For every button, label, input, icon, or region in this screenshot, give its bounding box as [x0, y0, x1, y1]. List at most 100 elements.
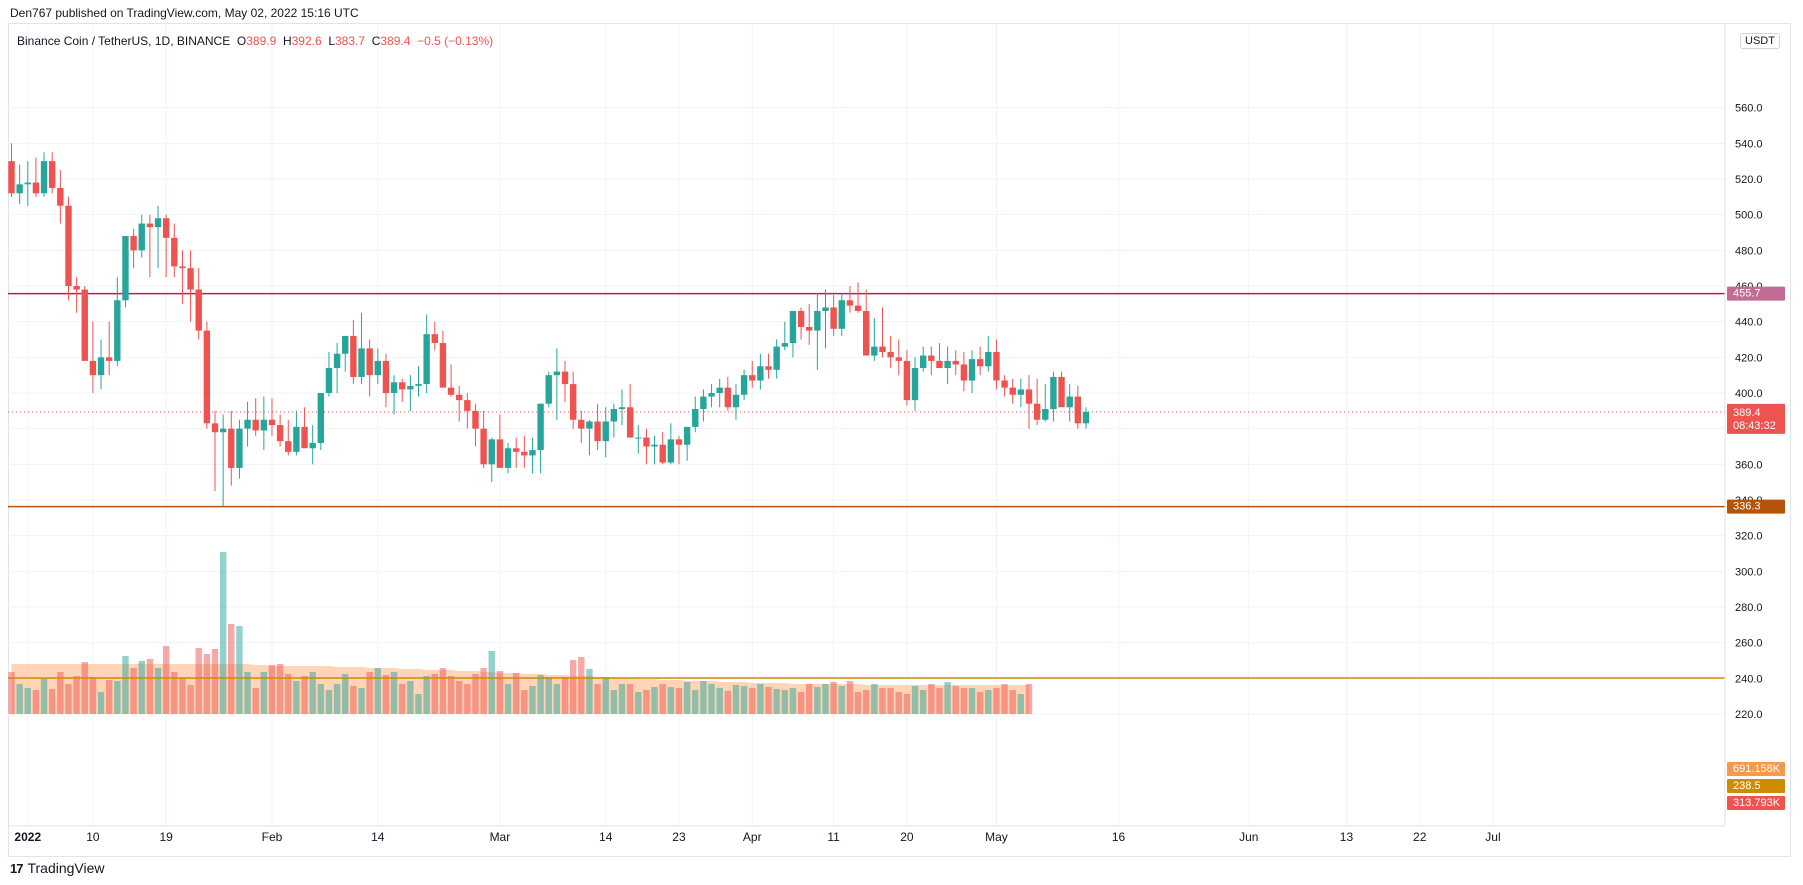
- volume-bar: [81, 662, 88, 714]
- tradingview-logo-text: TradingView: [27, 860, 105, 876]
- candle-body: [252, 419, 259, 431]
- candle-body: [317, 393, 325, 443]
- candle-body: [382, 360, 390, 393]
- candle-body: [350, 335, 357, 377]
- candle-body: [228, 428, 235, 468]
- currency-button[interactable]: USDT: [1740, 33, 1780, 49]
- y-tick-label: 220.0: [1735, 709, 1763, 721]
- volume-bar: [512, 673, 520, 714]
- candle-body: [73, 286, 80, 290]
- candle-body: [480, 428, 487, 465]
- volume-bar: [618, 684, 626, 714]
- resistance-tag: [1727, 286, 1785, 301]
- candle-body: [488, 439, 495, 465]
- y-tick-label: 360.0: [1735, 459, 1763, 471]
- y-tick-label: 520.0: [1735, 174, 1763, 186]
- candle-body: [399, 382, 406, 390]
- candle-body: [244, 419, 251, 429]
- candle-body: [643, 437, 650, 447]
- volume-bar: [749, 688, 756, 714]
- candle-body: [976, 359, 984, 367]
- candle-body: [268, 419, 276, 426]
- volume-bar: [846, 681, 854, 714]
- candle-body: [1009, 387, 1016, 395]
- candle-body: [700, 396, 707, 410]
- volume-bar: [65, 684, 72, 714]
- volume-bar: [789, 688, 797, 714]
- volume-bar: [928, 684, 935, 714]
- candle-body: [602, 421, 609, 442]
- x-tick-label: May: [985, 830, 1008, 844]
- volume-bar: [561, 677, 569, 714]
- y-tick-label: 480.0: [1735, 245, 1763, 257]
- candle-body: [521, 451, 528, 456]
- candle-body: [81, 289, 88, 361]
- x-tick-label: Apr: [743, 830, 762, 844]
- legend-symbol: Binance Coin / TetherUS, 1D, BINANCE: [17, 34, 231, 48]
- candle-body: [496, 439, 504, 468]
- volume-bar: [569, 660, 577, 714]
- candle-body: [195, 289, 202, 331]
- candle-body: [49, 161, 56, 188]
- candle-body: [219, 428, 227, 433]
- volume-bar: [863, 690, 870, 714]
- x-tick-label: Jul: [1485, 830, 1500, 844]
- candle-body: [236, 428, 243, 468]
- volume-bar: [651, 687, 658, 714]
- candle-body: [171, 237, 178, 267]
- volume-bar: [895, 692, 902, 714]
- volume-bar: [944, 682, 951, 714]
- volume-bar: [626, 684, 634, 714]
- x-tick-label: 14: [599, 830, 613, 844]
- volume-bar: [8, 672, 15, 714]
- volume-bar: [635, 692, 642, 714]
- candle-body: [333, 353, 341, 369]
- tradingview-logo[interactable]: 17 TradingView: [10, 860, 105, 876]
- candle-body: [757, 366, 764, 381]
- volume-level-tag: [1727, 779, 1785, 793]
- candle-body: [358, 348, 365, 377]
- candle-body: [789, 310, 797, 344]
- candle-body: [374, 360, 381, 376]
- candle-body: [464, 400, 471, 411]
- volume-bar: [244, 672, 251, 714]
- candle-body: [1033, 403, 1041, 420]
- ohlc-legend: Binance Coin / TetherUS, 1D, BINANCE O38…: [17, 34, 493, 48]
- volume-bar: [976, 692, 984, 714]
- candle-body: [708, 393, 715, 397]
- volume-bar: [268, 665, 276, 714]
- x-tick-label: 22: [1413, 830, 1427, 844]
- volume-bar: [488, 651, 495, 714]
- candle-body: [814, 310, 821, 331]
- volume-bar: [700, 681, 707, 714]
- candle-body: [838, 300, 845, 329]
- volume-bar: [529, 686, 536, 714]
- volume-bar: [643, 690, 650, 714]
- x-tick-label: Mar: [490, 830, 511, 844]
- volume-bar: [903, 694, 911, 714]
- candle-body: [293, 426, 300, 452]
- volume-bar: [740, 686, 748, 714]
- y-tick-label: 300.0: [1735, 566, 1763, 578]
- volume-bar: [179, 678, 186, 714]
- volume-bar: [130, 668, 137, 714]
- candle-body: [854, 305, 862, 311]
- volume-bar: [594, 684, 601, 714]
- candle-body: [610, 409, 618, 422]
- volume-bar: [716, 688, 723, 714]
- candle-body: [773, 346, 780, 370]
- candle-body: [1082, 411, 1090, 424]
- volume-bar: [960, 688, 968, 714]
- volume-bar: [171, 672, 178, 714]
- volume-bar: [382, 675, 390, 714]
- candle-body: [724, 387, 732, 408]
- candle-body: [651, 444, 658, 447]
- volume-bar: [806, 684, 813, 714]
- x-tick-label: 10: [86, 830, 100, 844]
- candle-body: [366, 348, 373, 376]
- x-tick-label: Feb: [262, 830, 283, 844]
- chart-frame: [8, 23, 1791, 857]
- volume-bar: [537, 675, 544, 714]
- y-tick-label: 540.0: [1735, 138, 1763, 150]
